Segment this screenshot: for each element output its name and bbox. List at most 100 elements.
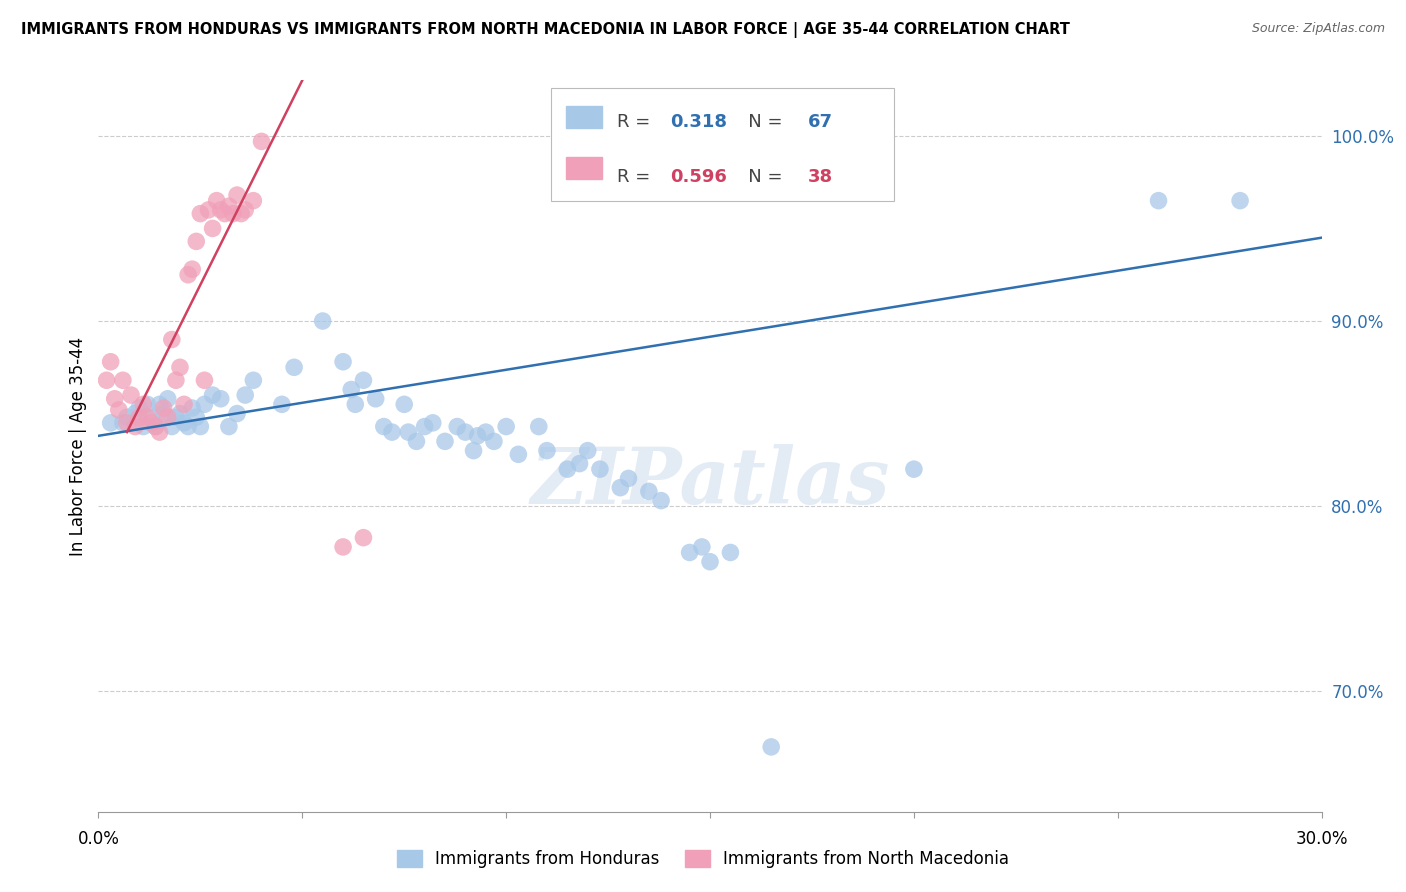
Text: 0.596: 0.596 bbox=[669, 168, 727, 186]
Point bbox=[495, 419, 517, 434]
Point bbox=[1229, 194, 1251, 208]
Text: Source: ZipAtlas.com: Source: ZipAtlas.com bbox=[1251, 22, 1385, 36]
Point bbox=[467, 429, 489, 443]
Point bbox=[364, 392, 387, 406]
Point bbox=[181, 401, 204, 415]
Text: 38: 38 bbox=[808, 168, 832, 186]
Point bbox=[201, 388, 224, 402]
Point bbox=[903, 462, 925, 476]
Point bbox=[352, 373, 374, 387]
Point bbox=[205, 194, 228, 208]
Point bbox=[434, 434, 457, 449]
Text: R =: R = bbox=[617, 113, 657, 131]
Point bbox=[149, 397, 172, 411]
Point bbox=[218, 419, 240, 434]
Point bbox=[413, 419, 436, 434]
Text: 30.0%: 30.0% bbox=[1295, 830, 1348, 848]
Bar bbox=[565, 106, 602, 128]
Point bbox=[104, 392, 127, 406]
Point bbox=[1147, 194, 1170, 208]
Point bbox=[136, 410, 159, 425]
Text: ZIPatlas: ZIPatlas bbox=[530, 444, 890, 521]
Point bbox=[128, 410, 150, 425]
Y-axis label: In Labor Force | Age 35-44: In Labor Force | Age 35-44 bbox=[69, 336, 87, 556]
Point bbox=[589, 462, 612, 476]
Point bbox=[637, 484, 661, 499]
Point bbox=[242, 373, 264, 387]
Point bbox=[156, 410, 179, 425]
Point bbox=[392, 397, 416, 411]
Point bbox=[536, 443, 558, 458]
Point bbox=[197, 202, 219, 217]
Point bbox=[446, 419, 468, 434]
Point bbox=[463, 443, 485, 458]
Point bbox=[209, 202, 232, 217]
Point bbox=[120, 388, 142, 402]
Point bbox=[108, 403, 131, 417]
Point bbox=[145, 419, 167, 434]
Point bbox=[132, 419, 155, 434]
Point bbox=[352, 531, 374, 545]
Point bbox=[169, 407, 191, 421]
Point bbox=[650, 493, 672, 508]
Point bbox=[527, 419, 550, 434]
Point bbox=[160, 419, 183, 434]
Point bbox=[718, 545, 742, 559]
Point bbox=[568, 457, 591, 471]
Point bbox=[152, 401, 174, 415]
Point bbox=[141, 416, 163, 430]
Point bbox=[405, 434, 427, 449]
Point bbox=[340, 383, 363, 397]
Point bbox=[454, 425, 477, 439]
Point bbox=[231, 206, 253, 220]
Point bbox=[160, 333, 183, 347]
Point bbox=[242, 194, 264, 208]
Point bbox=[609, 481, 631, 495]
Point bbox=[576, 443, 599, 458]
Point bbox=[482, 434, 505, 449]
Point bbox=[283, 360, 305, 375]
Point bbox=[617, 471, 640, 485]
Point bbox=[332, 355, 354, 369]
Point bbox=[177, 268, 200, 282]
Point bbox=[149, 425, 172, 439]
Point bbox=[111, 416, 134, 430]
Point bbox=[344, 397, 367, 411]
Point bbox=[474, 425, 498, 439]
Point bbox=[373, 419, 395, 434]
Point bbox=[165, 410, 187, 425]
Text: 0.318: 0.318 bbox=[669, 113, 727, 131]
Text: 0.0%: 0.0% bbox=[77, 830, 120, 848]
Point bbox=[115, 410, 138, 425]
Text: N =: N = bbox=[731, 113, 789, 131]
Point bbox=[186, 235, 208, 249]
Point bbox=[132, 397, 155, 411]
Point bbox=[226, 407, 249, 421]
Point bbox=[181, 262, 204, 277]
Point bbox=[96, 373, 118, 387]
Point bbox=[100, 355, 122, 369]
Point bbox=[381, 425, 404, 439]
Point bbox=[270, 397, 294, 411]
Point bbox=[186, 410, 208, 425]
Text: N =: N = bbox=[731, 168, 789, 186]
Point bbox=[690, 540, 713, 554]
Point bbox=[128, 401, 150, 415]
Point bbox=[177, 419, 200, 434]
Bar bbox=[565, 157, 602, 179]
Point bbox=[111, 373, 134, 387]
Point bbox=[124, 407, 146, 421]
Point bbox=[141, 410, 163, 425]
Point bbox=[332, 540, 354, 554]
Point bbox=[193, 397, 215, 411]
Point bbox=[699, 555, 721, 569]
Point bbox=[124, 419, 146, 434]
FancyBboxPatch shape bbox=[551, 87, 894, 201]
Point bbox=[233, 388, 256, 402]
Point bbox=[145, 419, 167, 434]
Point bbox=[100, 416, 122, 430]
Point bbox=[209, 392, 232, 406]
Point bbox=[188, 206, 212, 220]
Point bbox=[188, 419, 212, 434]
Point bbox=[218, 199, 240, 213]
